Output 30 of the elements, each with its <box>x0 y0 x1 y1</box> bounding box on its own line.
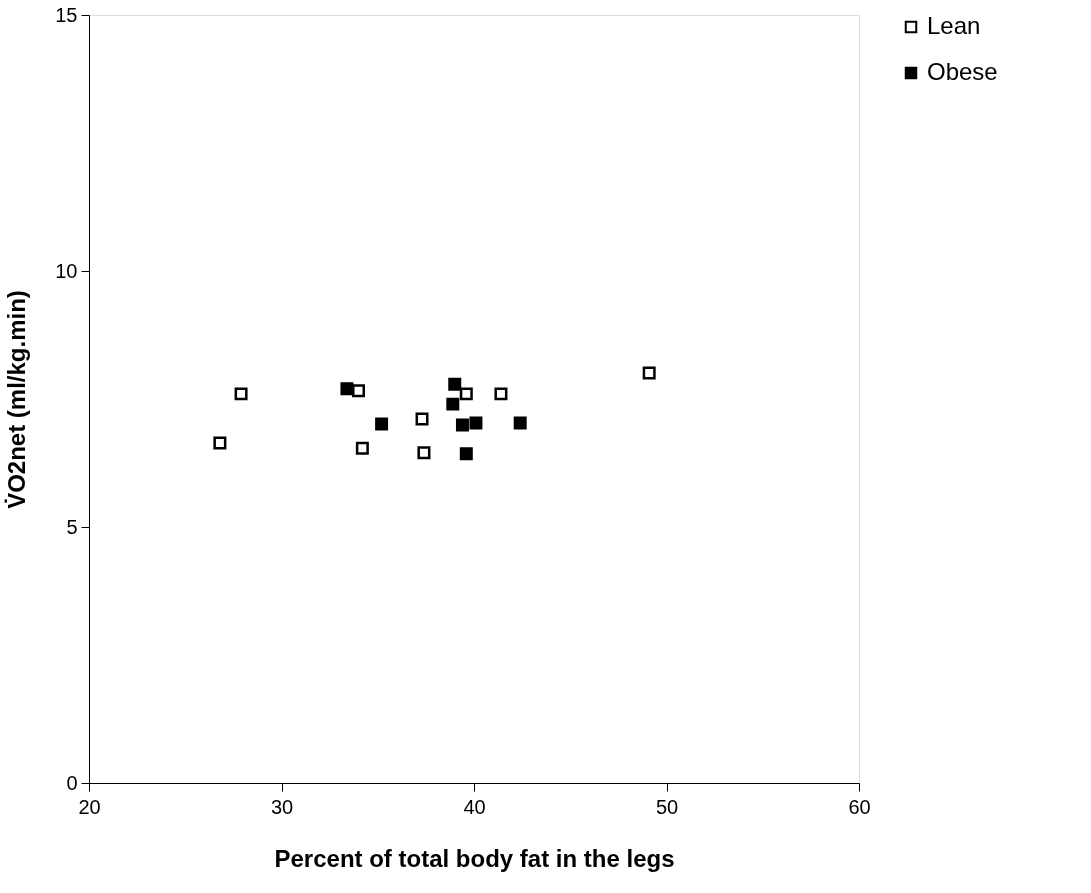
point <box>513 416 527 430</box>
y-tick-label: 5 <box>66 515 78 538</box>
point <box>415 412 429 426</box>
point <box>340 382 354 396</box>
x-tick-label: 50 <box>655 795 679 818</box>
point <box>234 387 248 401</box>
point <box>448 377 462 391</box>
point <box>459 387 473 401</box>
point <box>459 447 473 461</box>
point <box>352 384 365 398</box>
point <box>455 418 469 432</box>
y-axis-title: V̇O2net (ml/kg.min) <box>3 290 31 509</box>
point <box>642 366 656 380</box>
point <box>446 397 460 411</box>
point <box>375 417 389 431</box>
y-tick-label: 0 <box>66 771 78 794</box>
x-tick-label: 30 <box>270 795 294 818</box>
point <box>213 436 227 450</box>
x-axis-title: Percent of total body fat in the legs <box>274 844 675 872</box>
point <box>355 441 369 455</box>
point <box>417 446 431 460</box>
x-tick-label: 60 <box>848 795 871 818</box>
y-tick-label: 15 <box>55 3 78 26</box>
y-tick-label: 10 <box>55 259 78 282</box>
legend-label: Lean <box>927 12 981 39</box>
point <box>469 416 483 430</box>
x-tick-label: 40 <box>463 795 486 818</box>
x-tick-label: 20 <box>78 795 101 818</box>
legend-label: Obese <box>927 58 998 85</box>
point <box>494 387 508 401</box>
